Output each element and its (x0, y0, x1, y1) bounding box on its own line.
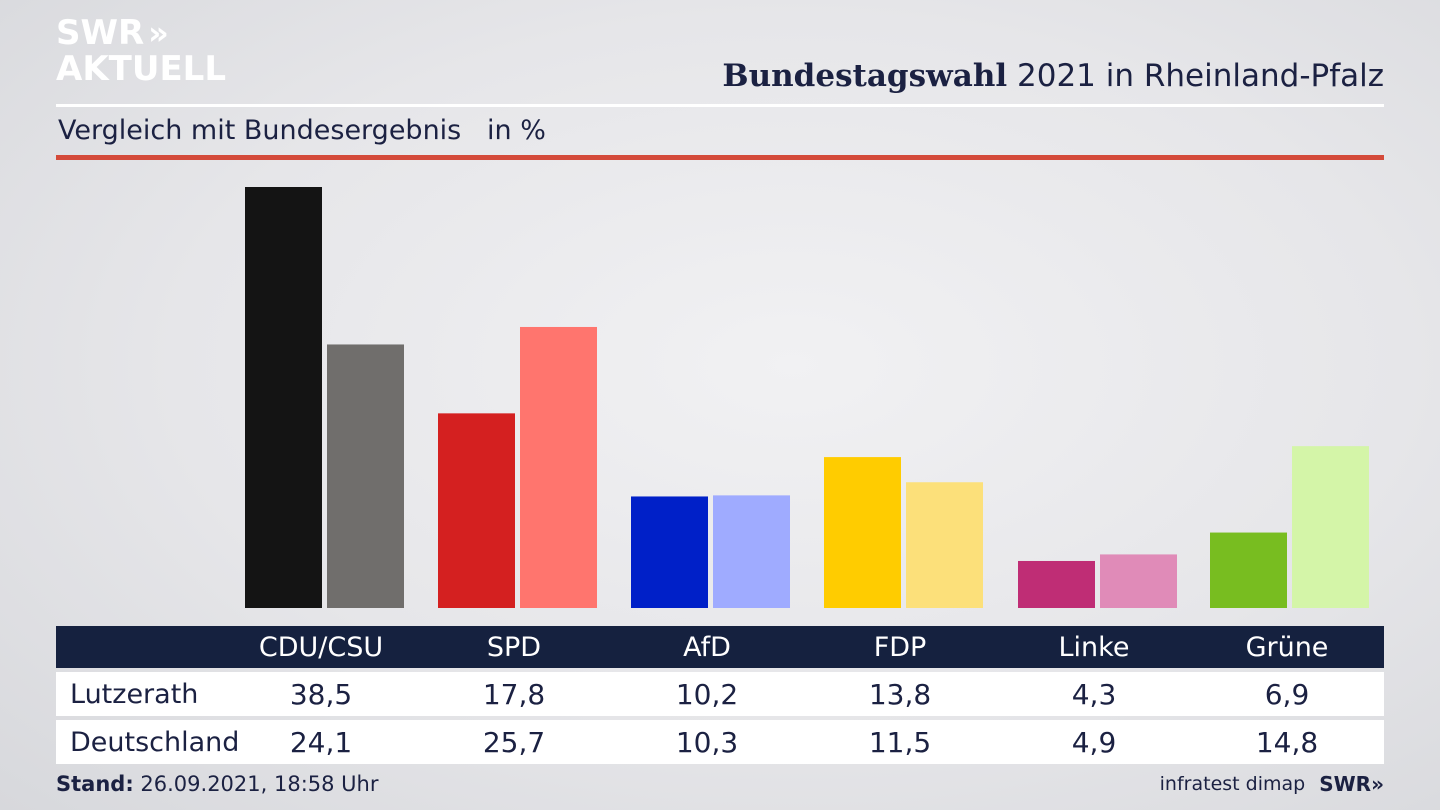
column-header: Linke (1058, 631, 1130, 663)
subtitle: Vergleich mit Bundesergebnis in % (58, 115, 546, 146)
table-row-lutzerath: Lutzerath 38,5 17,8 10,2 13,8 4,3 6,9 (56, 672, 1384, 716)
row-label: Deutschland (70, 726, 240, 758)
bar-spd-lutzerath (438, 413, 515, 608)
bar-afd-lutzerath (631, 496, 708, 608)
timestamp: Stand: 26.09.2021, 18:58 Uhr (56, 772, 379, 796)
bar-fdp-deutschland (906, 482, 983, 608)
divider-accent (56, 155, 1384, 160)
source-label: infratest dimap (1159, 773, 1306, 795)
stand-label: Stand: (56, 772, 134, 796)
results-table: CDU/CSU SPD AfD FDP Linke Grüne Lutzerath 38,… (56, 626, 1384, 764)
column-header: CDU/CSU (258, 631, 384, 663)
bar-grne-lutzerath (1210, 532, 1287, 608)
bar-grne-deutschland (1292, 446, 1369, 608)
column-header: SPD (486, 631, 542, 663)
table-cell: 11,5 (868, 725, 932, 759)
table-cell: 10,2 (675, 677, 739, 711)
table-cell: 10,3 (675, 725, 739, 759)
swr-brand-logo: SWR» (1319, 772, 1384, 796)
table-cell: 6,9 (1264, 677, 1310, 711)
swr-aktuell-logo: SWR» AKTUELL (56, 16, 226, 86)
column-header: Grüne (1245, 631, 1329, 663)
bar-cducsu-lutzerath (245, 187, 322, 608)
table-cell: 24,1 (289, 725, 353, 759)
table-cell: 4,3 (1071, 677, 1117, 711)
source-credit: infratest dimap SWR» (1160, 772, 1384, 796)
table-cell: 4,9 (1071, 725, 1117, 759)
table-cell: 14,8 (1255, 725, 1319, 759)
column-header: FDP (873, 631, 927, 663)
title-bold: Bundestagswahl (722, 58, 1008, 94)
column-header: AfD (683, 631, 731, 663)
bar-linke-deutschland (1100, 554, 1177, 608)
bar-cducsu-deutschland (327, 344, 404, 608)
logo-line1: SWR (56, 13, 145, 53)
divider-white (56, 104, 1384, 107)
table-cell: 13,8 (868, 677, 932, 711)
table-cell: 17,8 (482, 677, 546, 711)
table-cell: 25,7 (482, 725, 546, 759)
bar-afd-deutschland (713, 495, 790, 608)
table-cell: 38,5 (289, 677, 353, 711)
row-label: Lutzerath (70, 678, 199, 710)
bar-linke-lutzerath (1018, 560, 1095, 608)
logo-line2: AKTUELL (56, 49, 227, 89)
bar-fdp-lutzerath (824, 457, 901, 608)
bar-spd-deutschland (520, 326, 597, 608)
page-title: Bundestagswahl 2021 in Rheinland-Pfalz (722, 58, 1384, 94)
table-row-deutschland: Deutschland 24,1 25,7 10,3 11,5 4,9 14,8 (56, 720, 1384, 764)
title-rest: 2021 in Rheinland-Pfalz (1007, 58, 1384, 94)
table-header-row: CDU/CSU SPD AfD FDP Linke Grüne (56, 626, 1384, 668)
stand-value: 26.09.2021, 18:58 Uhr (133, 772, 379, 796)
